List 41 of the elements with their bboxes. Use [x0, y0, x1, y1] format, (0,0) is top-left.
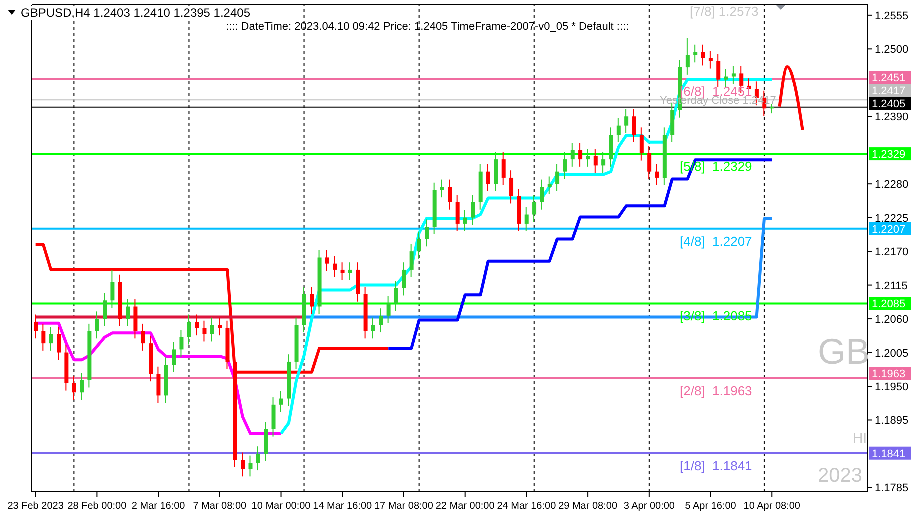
x-tick-label: 29 Mar 08:00	[558, 501, 618, 512]
chart-title: GBPUSD,H4 1.2403 1.2410 1.2395 1.2405	[21, 6, 251, 20]
x-tick-label: 14 Mar 16:00	[313, 501, 373, 512]
ref-line-label: 1.2085	[872, 298, 906, 311]
ref-line-label: 1.2417	[872, 86, 906, 98]
annotation: [3/8] 1.2085	[680, 308, 752, 324]
y-tick-label: 1.2170	[875, 246, 909, 259]
y-tick-label: 1.2225	[875, 212, 909, 225]
x-tick-label: 5 Apr 16:00	[685, 501, 737, 512]
x-tick-label: 22 Mar 00:00	[436, 501, 496, 512]
line-series	[387, 158, 774, 350]
x-tick-label: 2 Mar 16:00	[132, 501, 186, 512]
y-tick-label: 1.2280	[875, 179, 909, 192]
ref-line-label: 1.1841	[872, 448, 906, 460]
y-tick-label: 1.2005	[875, 348, 909, 360]
x-tick-label: 24 Mar 16:00	[497, 501, 557, 512]
x-tick-label: 10 Mar 00:00	[252, 501, 312, 512]
annotation: [1/8] 1.1841	[680, 458, 752, 474]
annotation: [4/8] 1.2207	[680, 234, 752, 249]
ref-line-label: 1.2207	[872, 224, 906, 236]
ref-line-label: 1.2451	[872, 72, 906, 85]
y-tick-label: 1.2555	[875, 10, 909, 22]
x-tick-label: 28 Feb 00:00	[68, 501, 128, 512]
y-tick-label: 1.2060	[875, 314, 909, 326]
ref-line-label: 1.2329	[872, 149, 906, 162]
annotation: [2/8] 1.1963	[680, 384, 752, 399]
x-tick-label: 10 Apr 08:00	[744, 501, 801, 512]
x-tick-label: 3 Apr 00:00	[624, 501, 676, 512]
y-tick-label: 1.2115	[875, 280, 908, 292]
x-tick-label: 7 Mar 08:00	[193, 501, 248, 512]
text: :::: DateTime: 2023.04.10 09:42 Price: 1.2405 TimeFrame-2007-v0_05 * Default ::::	[226, 21, 630, 33]
y-tick-label: 1.2390	[875, 112, 909, 124]
x-tick-label: 17 Mar 08:00	[374, 501, 434, 512]
ref-line-label: 1.2405	[872, 98, 906, 111]
y-tick-label: 1.2500	[875, 44, 909, 56]
y-tick-label: 1.1895	[875, 415, 909, 428]
x-tick-label: 23 Feb 2023	[8, 501, 64, 512]
y-tick-label: 1.1950	[875, 382, 909, 394]
ref-line-label: 1.1963	[872, 368, 906, 381]
y-tick-label: 1.1785	[875, 482, 909, 495]
line-series	[778, 65, 804, 132]
